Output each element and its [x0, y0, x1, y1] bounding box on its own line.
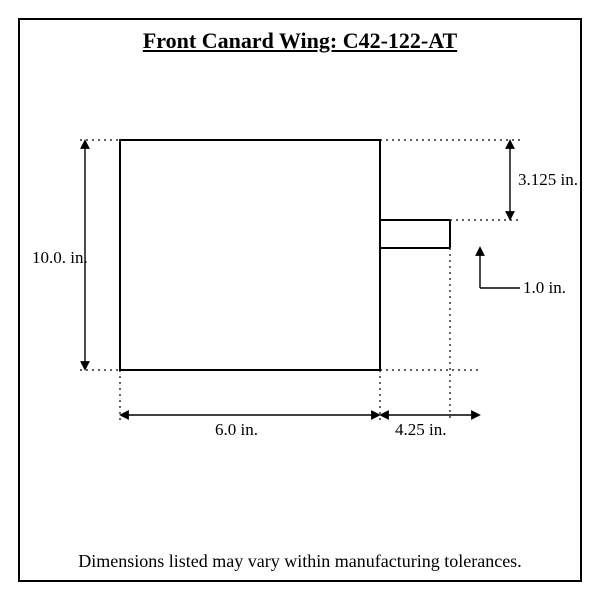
tab — [380, 220, 450, 248]
dim-tabw: 4.25 in. — [395, 420, 446, 440]
dim-tabh: 1.0 in. — [523, 278, 566, 298]
dimension-arrows — [85, 144, 520, 415]
dim-tabtop: 3.125 in. — [518, 170, 578, 190]
drawing-footnote: Dimensions listed may vary within manufa… — [20, 551, 580, 572]
dim-height: 10.0. in. — [32, 248, 88, 268]
diagram-svg — [20, 20, 580, 580]
main-body — [120, 140, 380, 370]
extension-lines — [80, 140, 520, 420]
drawing-frame: Front Canard Wing: C42-122-AT — [18, 18, 582, 582]
dim-width: 6.0 in. — [215, 420, 258, 440]
